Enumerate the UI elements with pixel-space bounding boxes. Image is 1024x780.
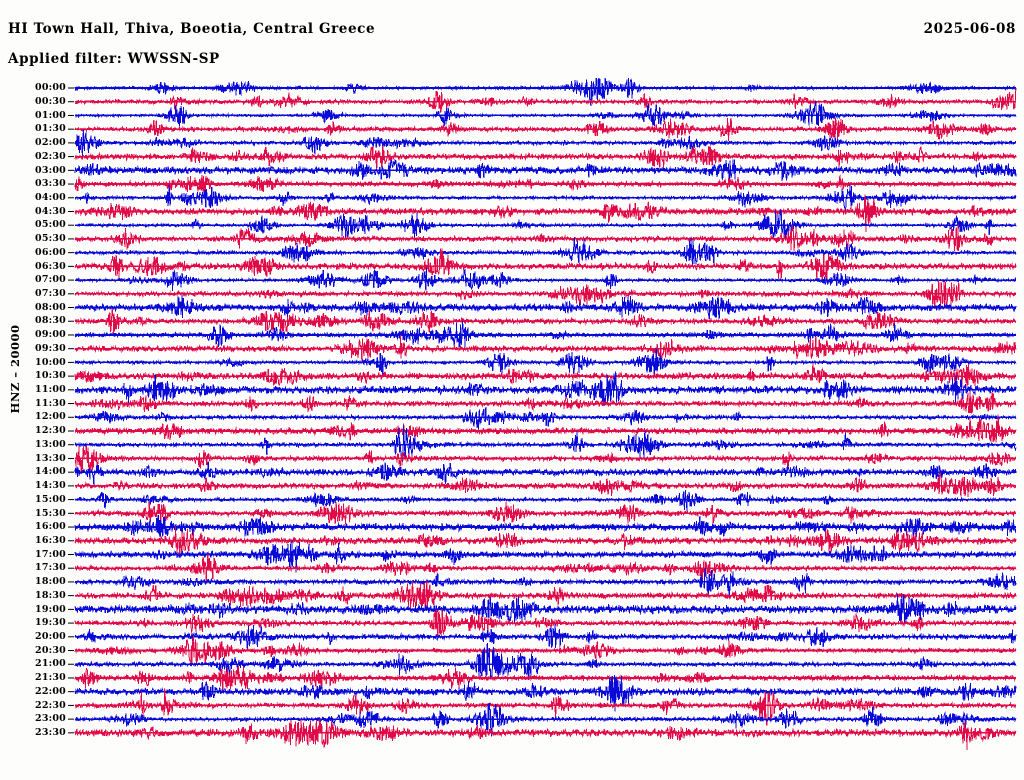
trace-line: [74, 514, 1017, 538]
time-label: 00:30: [35, 95, 66, 107]
time-label: 18:00: [35, 576, 66, 588]
time-label: 02:00: [35, 137, 66, 149]
time-label: 20:30: [35, 644, 66, 656]
time-label: 02:30: [35, 150, 66, 162]
trace-line: [74, 490, 1017, 512]
time-label: 19:00: [35, 603, 66, 615]
time-label: 04:30: [35, 205, 66, 217]
trace-line: [74, 101, 1017, 127]
time-label: 09:00: [35, 329, 66, 341]
helicorder-plot: 00:00 00:30 01:00 01:30 02:00 02:30 03:00 03:30…: [0, 78, 1024, 768]
time-label: 08:30: [35, 315, 66, 327]
time-label: 16:00: [35, 521, 66, 533]
page-title: HI Town Hall, Thiva, Boeotia, Central Gr…: [8, 21, 376, 37]
trace-line: [74, 461, 1017, 485]
trace-line: [74, 224, 1017, 252]
time-label: 23:00: [35, 713, 66, 725]
time-label: 20:00: [35, 631, 66, 642]
time-label: 05:30: [35, 233, 66, 245]
trace-line: [74, 719, 1017, 751]
time-label: 22:00: [35, 685, 66, 697]
time-label: 13:00: [35, 438, 66, 450]
time-label: 21:00: [35, 658, 66, 670]
time-label: 15:30: [35, 507, 66, 519]
time-label: 06:30: [35, 260, 66, 272]
time-label: 22:30: [35, 699, 66, 711]
trace-line: [74, 87, 1017, 113]
time-label: 05:00: [35, 219, 66, 231]
time-label: 09:30: [35, 342, 66, 354]
time-label: 12:00: [35, 411, 66, 423]
applied-filter-label: Applied filter: WWSSN-SP: [8, 51, 220, 67]
page-header: HI Town Hall, Thiva, Boeotia, Central Gr…: [0, 0, 1024, 78]
time-label: 00:00: [35, 82, 66, 94]
time-label: 14:30: [35, 480, 66, 492]
time-label: 04:00: [35, 191, 66, 203]
time-label: 23:30: [35, 727, 66, 739]
time-label: 17:00: [35, 548, 66, 560]
record-date: 2025-06-08: [923, 21, 1016, 37]
trace-line: [74, 406, 1017, 430]
time-label: 17:30: [35, 562, 66, 574]
time-label: 01:00: [35, 109, 66, 121]
time-label: 13:30: [35, 452, 66, 464]
time-label: 07:00: [35, 274, 66, 286]
time-label: 16:30: [35, 534, 66, 546]
time-label: 10:00: [35, 356, 66, 368]
time-label: 03:30: [35, 178, 66, 190]
time-label: 01:30: [35, 123, 66, 135]
seismogram-traces: [68, 78, 1017, 751]
time-label: 12:30: [35, 425, 66, 437]
time-label: 06:00: [35, 246, 66, 258]
time-label: 07:30: [35, 288, 66, 299]
time-label: 19:30: [35, 617, 66, 629]
time-label: 11:30: [35, 397, 66, 409]
time-axis: 00:00 00:30 01:00 01:30 02:00 02:30 03:00 03:30…: [0, 78, 66, 768]
time-label: 08:00: [35, 301, 66, 313]
time-label: 14:00: [35, 466, 66, 478]
time-label: 18:30: [35, 589, 66, 601]
trace-line: [74, 526, 1017, 557]
trace-line: [74, 472, 1017, 498]
time-label: 11:00: [35, 384, 66, 396]
time-label: 10:30: [35, 370, 66, 382]
time-label: 15:00: [35, 493, 66, 505]
time-label: 03:00: [35, 164, 66, 176]
time-label: 21:30: [35, 672, 66, 684]
